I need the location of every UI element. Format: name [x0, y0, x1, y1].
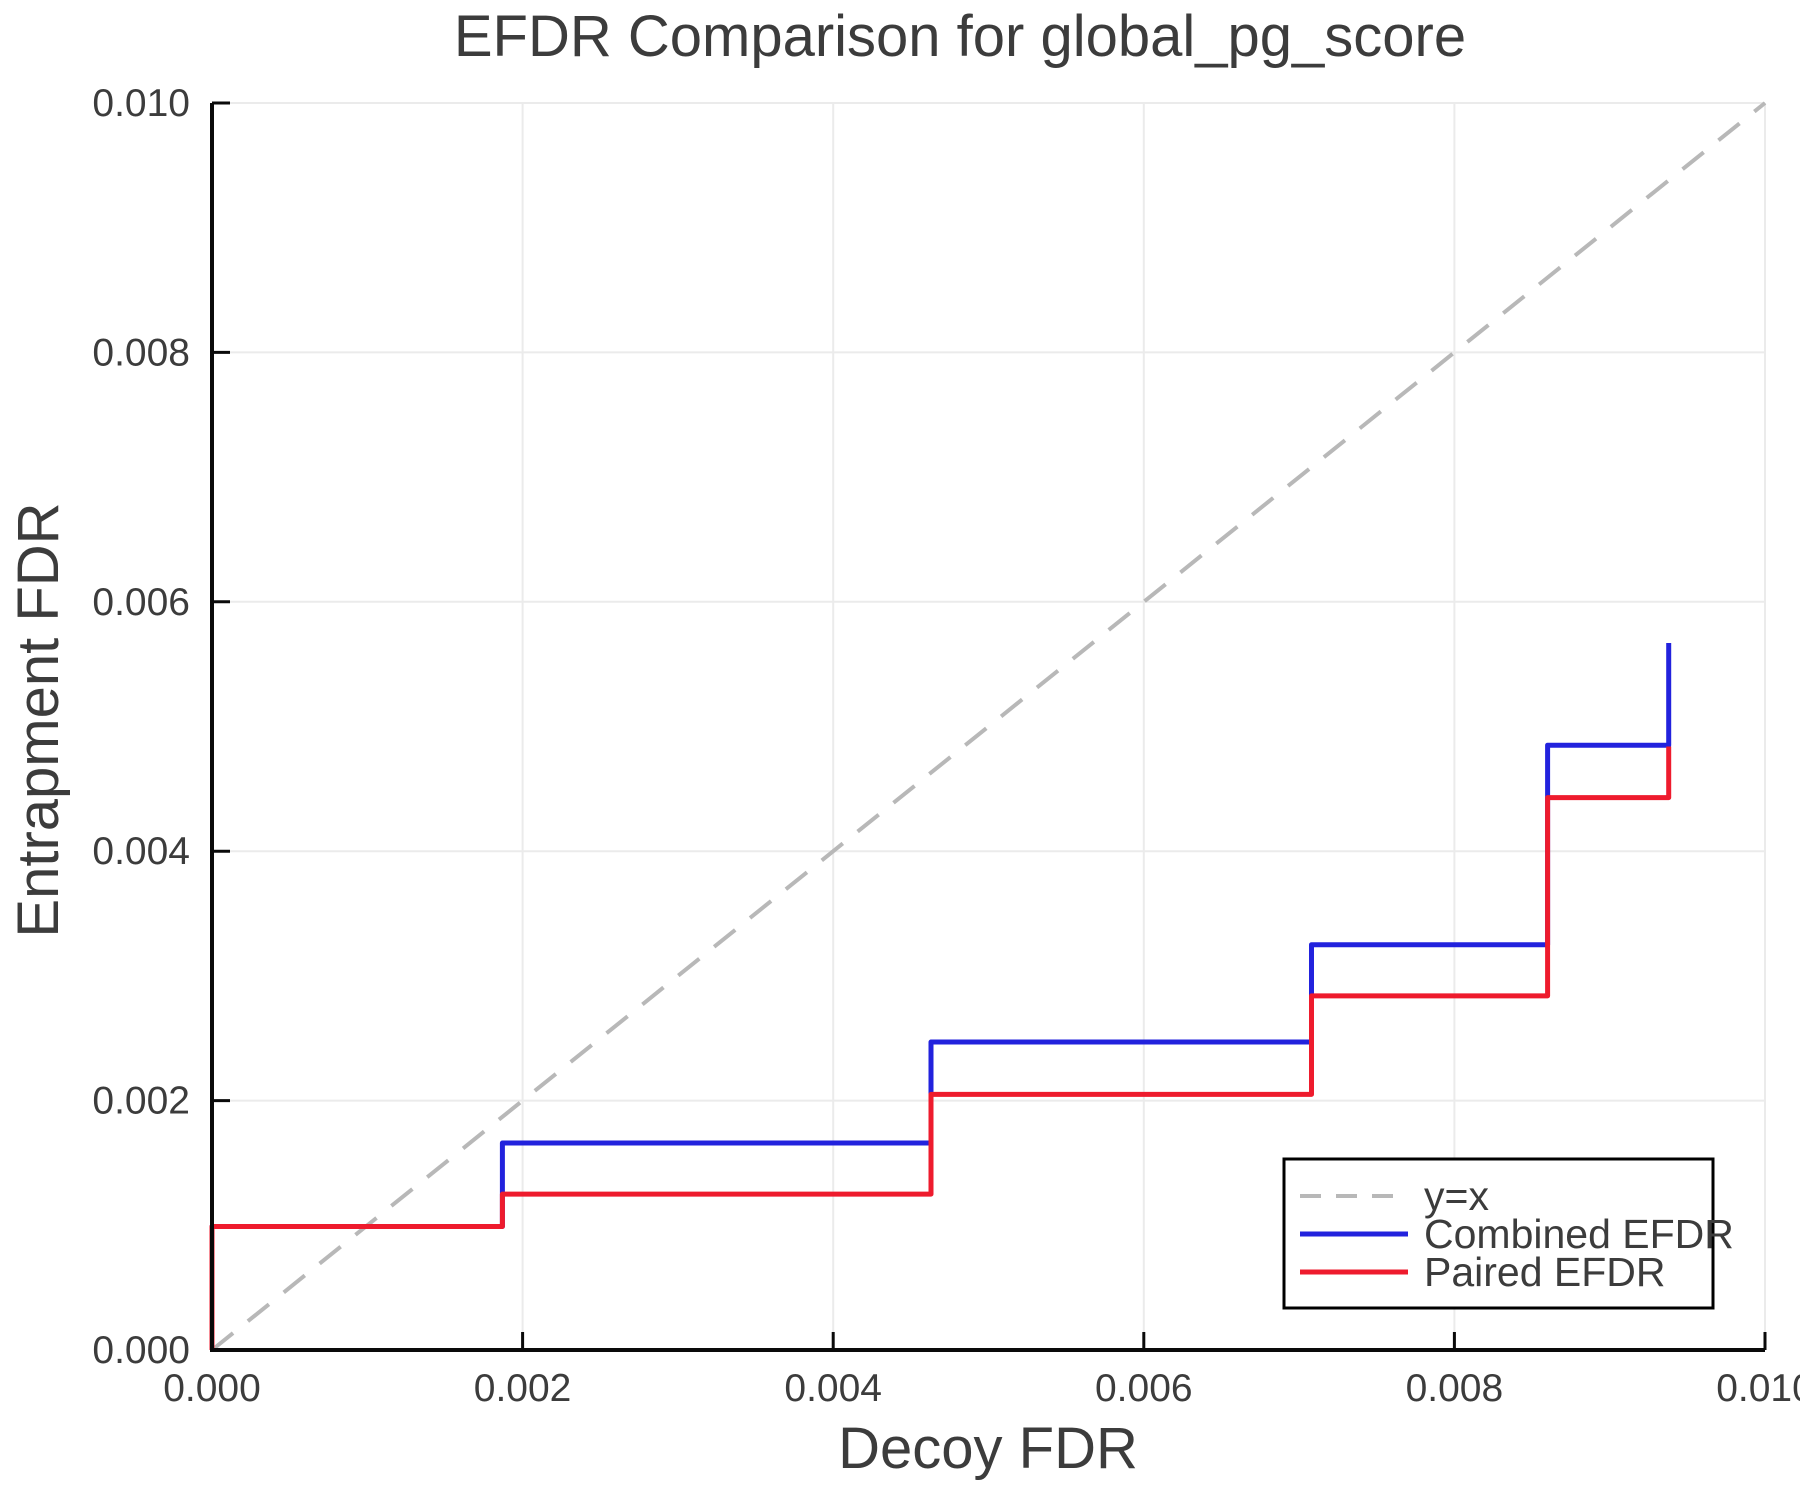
legend-label: Combined EFDR: [1424, 1211, 1734, 1257]
x-tick-label: 0.002: [474, 1367, 572, 1410]
y-tick-label: 0.006: [92, 581, 190, 624]
x-tick-label: 0.006: [1095, 1367, 1193, 1410]
y-axis-label: Entrapment FDR: [6, 502, 71, 937]
y-tick-label: 0.010: [92, 82, 190, 125]
y-tick-label: 0.000: [92, 1329, 190, 1372]
x-tick-label: 0.008: [1406, 1367, 1504, 1410]
y-tick-label: 0.008: [92, 331, 190, 374]
x-axis-label: Decoy FDR: [838, 1416, 1138, 1481]
y-tick-label: 0.002: [92, 1080, 190, 1123]
legend-label: Paired EFDR: [1424, 1249, 1666, 1295]
y-tick-label: 0.004: [92, 830, 190, 873]
identity-line: [210, 101, 1767, 1352]
chart-title: EFDR Comparison for global_pg_score: [454, 4, 1466, 69]
legend-label: y=x: [1424, 1173, 1489, 1219]
x-tick-label: 0.004: [784, 1367, 882, 1410]
x-tick-label: 0.010: [1716, 1367, 1800, 1410]
plot-area: 0.000 0.002 0.004 0.006 0.008 0.010 0.000 0.002…: [92, 82, 1800, 1410]
paired-efdr-line: [209, 746, 1672, 1350]
x-tick-label: 0.000: [163, 1367, 261, 1410]
